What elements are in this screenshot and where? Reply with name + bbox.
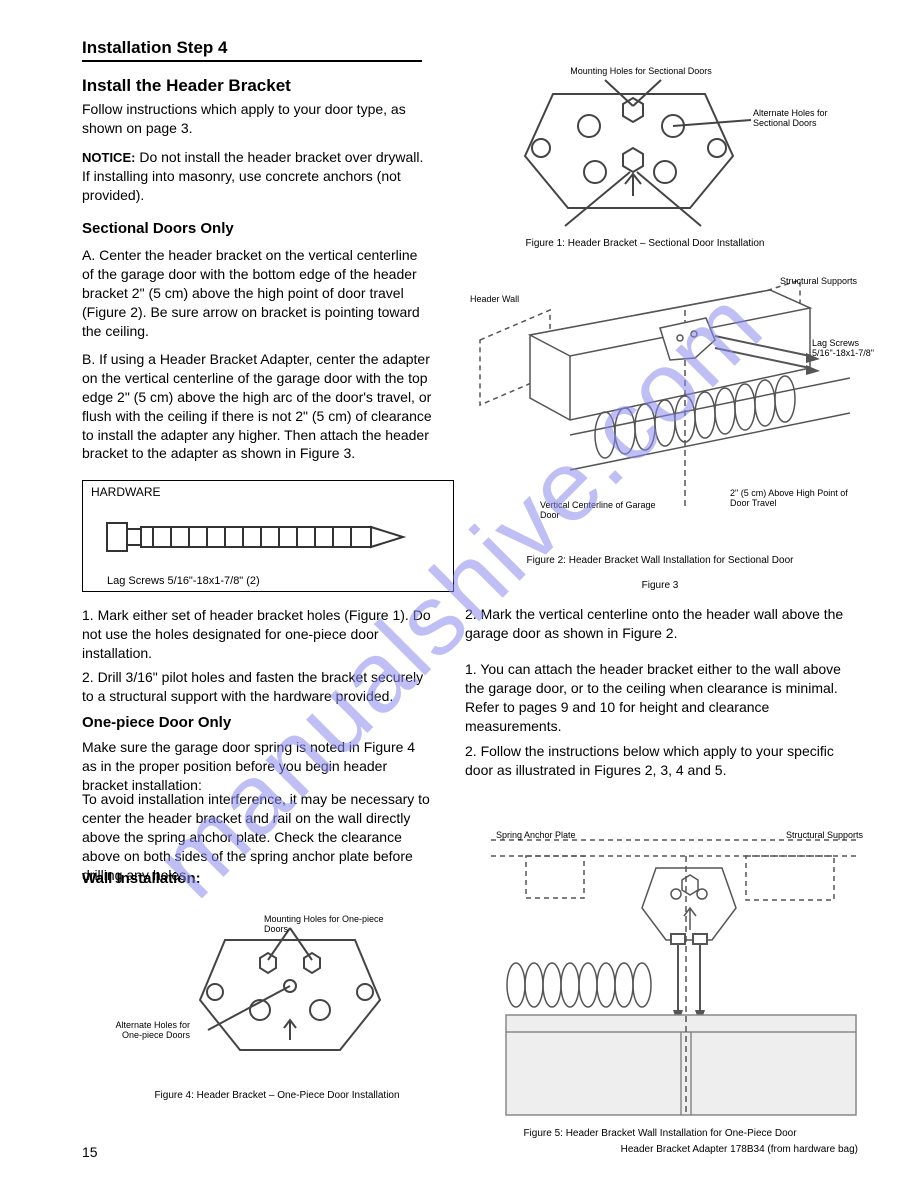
sectional-header: Sectional Doors Only [82, 220, 432, 237]
notice-block: NOTICE: Do not install the header bracke… [82, 148, 432, 205]
fig4-caption: Figure 4: Header Bracket – One-Piece Doo… [122, 1090, 432, 1101]
fig4-holes-label: Mounting Holes for One-piece Doors [264, 914, 410, 934]
figure-5-illustration: Spring Anchor Plate Structural Supports [486, 800, 876, 1130]
fig5-spring-label: Spring Anchor Plate [496, 830, 576, 840]
page-root: Installation Step 4 Install the Header B… [0, 0, 918, 1188]
lead-notice: Follow instructions which apply to your … [82, 100, 432, 138]
hardware-title: HARDWARE [91, 485, 161, 499]
hardware-item-label: Lag Screws 5/16"-18x1-7/8" (2) [107, 575, 260, 587]
figure-1-illustration: Mounting Holes for Sectional Doors Alter… [505, 76, 765, 236]
footer-right: Header Bracket Adapter 178B34 (from hard… [621, 1144, 858, 1160]
fig1-alt-label: Alternate Holes for Sectional Doors [753, 108, 843, 128]
section-title: Installation Step 4 [82, 38, 422, 62]
fig3-caption: Figure 3 [490, 580, 830, 591]
step-heading: Install the Header Bracket [82, 76, 291, 96]
footer-page-number: 15 [82, 1144, 98, 1160]
mark-header-1: 1. Mark either set of header bracket hol… [82, 606, 432, 663]
wall-header: Wall Installation: [82, 870, 432, 887]
fig1-holes-label: Mounting Holes for Sectional Doors [561, 66, 721, 76]
fig1-caption: Figure 1: Header Bracket – Sectional Doo… [500, 238, 790, 249]
figure-2-illustration: Header Wall Structural Supports Lag Scre… [470, 280, 870, 540]
notice-label: NOTICE: [82, 150, 135, 165]
procedure-s2: 2. Follow the instructions below which a… [465, 742, 855, 780]
sectional-option-b: B. If using a Header Bracket Adapter, ce… [82, 350, 432, 463]
onepiece-warning: Make sure the garage door spring is note… [82, 738, 432, 795]
fig5-caption: Figure 5: Header Bracket Wall Installati… [490, 1128, 830, 1139]
onepiece-header: One-piece Door Only [82, 714, 432, 731]
fig5-structural-label: Structural Supports [786, 830, 876, 840]
sectional-step2: 2. Mark the vertical centerline onto the… [465, 605, 855, 643]
fig2-caption: Figure 2: Header Bracket Wall Installati… [490, 555, 830, 566]
procedure-s1: 1. You can attach the header bracket eit… [465, 660, 855, 736]
mark-header-2: 2. Drill 3/16" pilot holes and fasten th… [82, 668, 432, 706]
figure-4-illustration: Mounting Holes for One-piece Doors Alter… [180, 920, 410, 1090]
fig2-screws: Lag Screws 5/16"-18x1-7/8" [812, 338, 882, 358]
fig2-structural: Structural Supports [780, 276, 860, 286]
sectional-option-a: A. Center the header bracket on the vert… [82, 246, 432, 340]
fig2-header-wall: Header Wall [470, 294, 530, 304]
fig2-centerline: Vertical Centerline of Garage Door [540, 500, 660, 520]
fig4-center-label: Alternate Holes for One-piece Doors [100, 1020, 190, 1040]
hardware-box: HARDWARE Lag S [82, 480, 454, 592]
page-footer: 15 Header Bracket Adapter 178B34 (from h… [82, 1144, 858, 1160]
fig2-above: 2" (5 cm) Above High Point of Door Trave… [730, 488, 850, 508]
